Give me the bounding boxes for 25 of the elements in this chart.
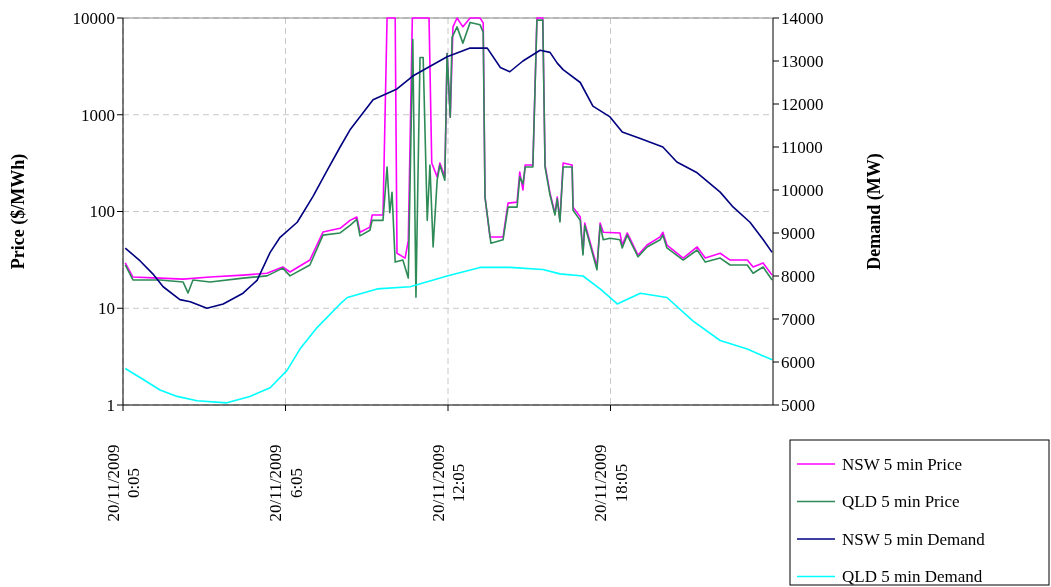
y2-axis-title: Demand (MW) bbox=[864, 153, 885, 270]
y-tick-label: 1 bbox=[106, 395, 115, 415]
y-tick-label: 10 bbox=[98, 299, 115, 319]
legend-label: NSW 5 min Price bbox=[842, 454, 963, 474]
y2-tick-label: 13000 bbox=[781, 51, 824, 71]
x-tick-label: 20/11/2009 18:05 bbox=[591, 444, 631, 522]
y2-tick-label: 5000 bbox=[781, 395, 815, 415]
legend-label: QLD 5 min Price bbox=[842, 492, 960, 512]
legend-label: QLD 5 min Demand bbox=[842, 567, 983, 587]
y-tick-label: 10000 bbox=[72, 8, 115, 28]
x-tick-label: 20/11/2009 6:05 bbox=[266, 444, 306, 522]
y-tick-label: 100 bbox=[89, 202, 115, 222]
y2-tick-label: 8000 bbox=[781, 266, 815, 286]
y2-tick-label: 7000 bbox=[781, 309, 815, 329]
y-axis-title: Price ($/MWh) bbox=[8, 153, 29, 270]
y2-tick-label: 6000 bbox=[781, 352, 815, 372]
y2-tick-label: 9000 bbox=[781, 223, 815, 243]
y2-tick-label: 12000 bbox=[781, 94, 824, 114]
x-tick-label: 20/11/2009 12:05 bbox=[428, 444, 469, 522]
y-tick-label: 1000 bbox=[81, 105, 115, 125]
y2-tick-label: 14000 bbox=[781, 8, 824, 28]
y2-tick-label: 10000 bbox=[781, 180, 824, 200]
y2-tick-label: 11000 bbox=[781, 137, 823, 157]
legend-label: NSW 5 min Demand bbox=[842, 529, 986, 549]
x-tick-label: 20/11/2009 0:05 bbox=[103, 444, 144, 522]
